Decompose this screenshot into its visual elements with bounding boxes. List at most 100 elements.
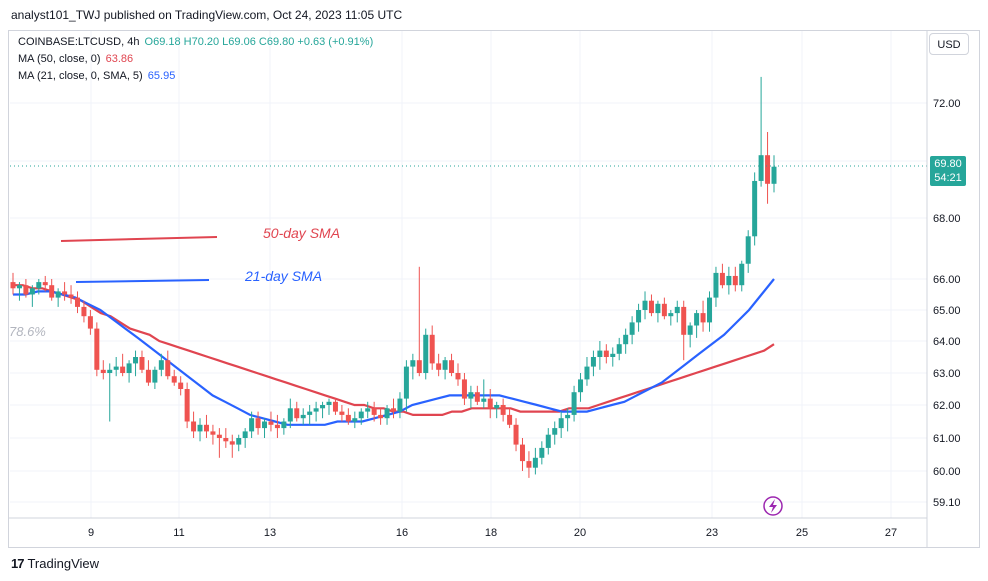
candle [590,350,596,377]
x-tick-label: 25 [796,527,808,539]
candle [584,357,590,386]
candle-body [171,376,177,383]
candle [352,411,358,429]
candle-body [16,285,22,289]
candle-body [713,272,719,298]
tradingview-logo-icon: 17 [11,556,25,571]
footer-brand-text: TradingView [27,556,100,571]
candle [10,272,16,295]
x-tick-label: 11 [173,527,184,539]
candle-body [126,363,132,373]
candle-body [29,288,35,295]
publisher-caption: analyst101_TWJ published on TradingView.… [11,8,403,22]
y-tick-label: 61.00 [933,433,961,445]
candle-body [197,424,203,432]
x-tick-label: 13 [264,527,276,539]
candle [707,291,713,332]
candle [468,385,474,409]
candle-body [494,405,500,409]
candle-body [532,457,538,468]
sma21-annotation: 21-day SMA [245,268,323,284]
candle [371,401,377,422]
candle-body [681,306,687,335]
candle-body [294,408,300,419]
candle-body [300,414,306,419]
candle-body [274,424,280,429]
candle-body [191,421,197,432]
candle-body [268,421,274,425]
candle [571,385,577,422]
candle [719,263,725,289]
candle [100,360,106,380]
y-tick-label: 63.00 [933,368,961,380]
candle-body [326,401,332,405]
candle-body [745,236,751,264]
candle-body [365,408,371,412]
candle [636,303,642,332]
candle [262,418,268,438]
candle [526,451,532,478]
candle [558,411,564,438]
candle-body [513,424,519,445]
y-tick-label: 68.00 [933,213,961,225]
candle-body [378,414,384,419]
candle [681,300,687,361]
candle-body [700,313,706,323]
candle-body [726,275,732,286]
candle [519,438,525,471]
candle [23,279,29,298]
y-tick-label: 65.00 [933,305,961,317]
candle-body [55,291,61,298]
legend-ma21-label: MA (21, close, 0, SMA, 5) [18,70,143,82]
legend-ma50-row[interactable]: MA (50, close, 0) 63.86 [18,53,135,65]
candle-body [545,434,551,448]
candle [481,379,487,409]
lightning-icon[interactable] [763,496,783,516]
currency-button[interactable]: USD [929,33,969,55]
footer-brand[interactable]: 17 TradingView [11,556,99,571]
candle [423,328,429,380]
x-tick-label: 9 [88,527,94,539]
x-tick-label: 27 [885,527,897,539]
candle [326,398,332,415]
candle-body [661,303,667,317]
candle [203,414,209,438]
candle [674,300,680,323]
candle [752,172,758,246]
candle [158,353,164,377]
chart-frame[interactable] [8,30,980,548]
candle-body [36,282,42,289]
candle-body [320,405,326,409]
candle [87,310,93,335]
candle [610,347,616,367]
candle [36,279,42,295]
candle-body [487,398,493,409]
y-tick-label: 60.00 [933,466,961,478]
candle-body [281,421,287,429]
candle [771,155,777,193]
candle [107,363,113,422]
candle [268,411,274,432]
candle-body [707,297,713,323]
legend-ma50-label: MA (50, close, 0) [18,53,101,65]
candle [578,373,584,402]
candle-body [519,444,525,462]
candle-body [558,418,564,429]
candle [139,350,145,373]
candle [378,408,384,425]
candle [403,360,409,412]
candle-body [481,398,487,402]
candle-body [732,275,738,286]
last-price-badge: 69.80 54:21 [930,156,966,186]
legend-ma50-value: 63.86 [105,53,134,65]
candle [126,360,132,383]
legend-ma21-row[interactable]: MA (21, close, 0, SMA, 5) 65.95 [18,70,177,82]
candle [507,408,513,429]
candle-body [507,414,513,425]
candle-body [236,438,242,445]
candle [94,322,100,377]
candle-body [287,408,293,422]
candle-body [771,166,777,184]
candle-body [474,392,480,402]
